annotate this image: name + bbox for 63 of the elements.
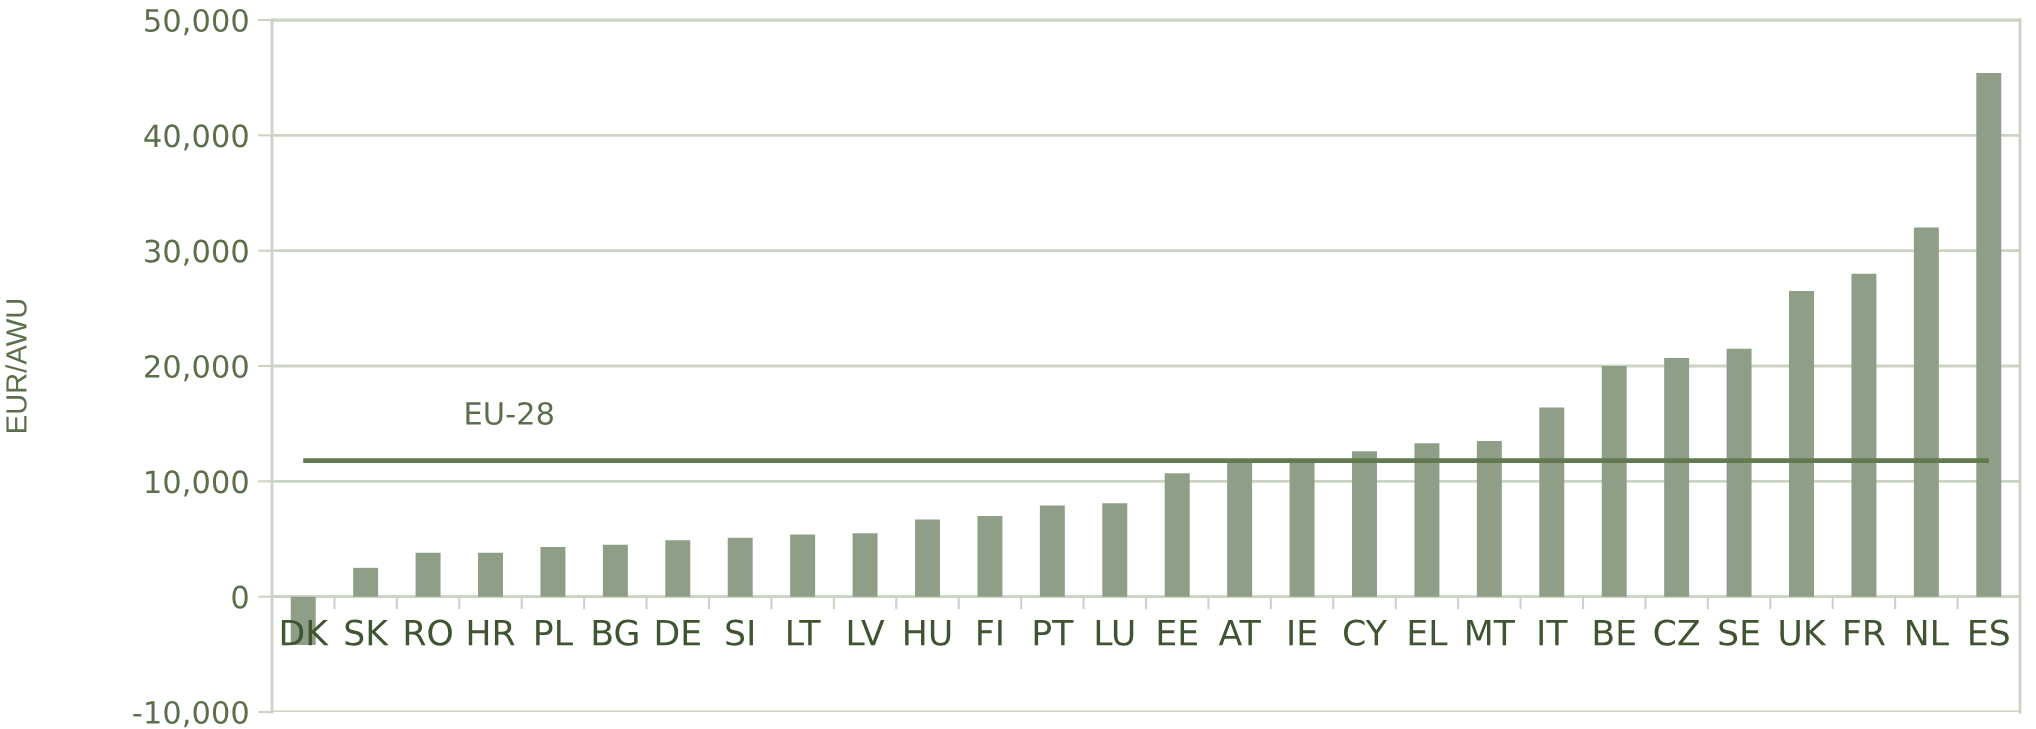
x-tick-label: DE bbox=[656, 619, 700, 646]
bar bbox=[1851, 273, 1877, 597]
x-tick-label: IE bbox=[1289, 619, 1316, 646]
x-tick-label: FI bbox=[978, 619, 1002, 646]
x-tick-label: FR bbox=[1845, 619, 1885, 646]
x-tick-label: LV bbox=[848, 619, 885, 646]
y-axis-title: EUR/AWU bbox=[5, 299, 27, 432]
x-tick-label: UK bbox=[1780, 619, 1827, 646]
x-tick-label: HU bbox=[905, 619, 951, 646]
y-tick-label: -10,000 bbox=[133, 700, 248, 728]
x-tick-label: EE bbox=[1158, 619, 1197, 646]
x-tick-label: HR bbox=[468, 619, 515, 646]
x-tick-label: NL bbox=[1907, 619, 1949, 646]
bar bbox=[727, 537, 753, 597]
y-tick-label: 10,000 bbox=[146, 470, 248, 497]
x-tick-label: RO bbox=[405, 619, 452, 646]
bar bbox=[1789, 291, 1814, 597]
bar bbox=[790, 534, 816, 597]
x-tick-label: CY bbox=[1344, 619, 1387, 646]
bar bbox=[977, 515, 1003, 597]
bar bbox=[1102, 503, 1128, 597]
bar bbox=[1976, 73, 2002, 597]
x-tick-label: CZ bbox=[1654, 619, 1700, 646]
bar bbox=[1227, 461, 1253, 597]
bar bbox=[415, 552, 441, 597]
y-tick-label: 40,000 bbox=[144, 124, 248, 151]
bar bbox=[1539, 407, 1565, 597]
x-tick-label: BG bbox=[593, 619, 638, 646]
x-tick-label: PL bbox=[536, 619, 573, 646]
x-tick-label: SK bbox=[345, 619, 389, 646]
y-tick-label: 0 bbox=[232, 585, 248, 609]
x-tick-label: MT bbox=[1467, 619, 1516, 646]
x-tick-label: SI bbox=[726, 619, 753, 646]
bar bbox=[1476, 440, 1502, 597]
y-tick-label: 20,000 bbox=[145, 354, 248, 382]
bar bbox=[1664, 357, 1690, 597]
bar bbox=[478, 552, 503, 597]
x-tick-label: IT bbox=[1539, 619, 1568, 646]
bar bbox=[665, 540, 691, 597]
x-tick-label: SE bbox=[1719, 619, 1759, 646]
x-tick-label: ES bbox=[1970, 619, 2009, 646]
bar bbox=[1913, 227, 1939, 597]
bar bbox=[602, 544, 628, 597]
y-tick-label: 30,000 bbox=[145, 239, 248, 266]
x-tick-label: EL bbox=[1409, 619, 1448, 646]
bar bbox=[1352, 451, 1377, 597]
bar bbox=[540, 547, 566, 597]
x-tick-label: LU bbox=[1096, 619, 1134, 646]
x-tick-label: LT bbox=[788, 619, 821, 646]
bar bbox=[915, 519, 940, 597]
bar bbox=[852, 533, 878, 597]
bar bbox=[1164, 473, 1190, 597]
bar bbox=[1039, 505, 1065, 597]
bar bbox=[1601, 366, 1627, 597]
bar bbox=[1726, 348, 1752, 597]
bar bbox=[1289, 461, 1315, 597]
y-tick-label: 50,000 bbox=[145, 8, 248, 36]
x-tick-label: AT bbox=[1218, 619, 1261, 646]
x-tick-label: BE bbox=[1594, 619, 1635, 646]
ref-line-label: EU-28 bbox=[466, 401, 553, 425]
bar bbox=[353, 567, 379, 597]
bar bbox=[1414, 443, 1440, 597]
x-tick-label: PT bbox=[1034, 619, 1074, 646]
